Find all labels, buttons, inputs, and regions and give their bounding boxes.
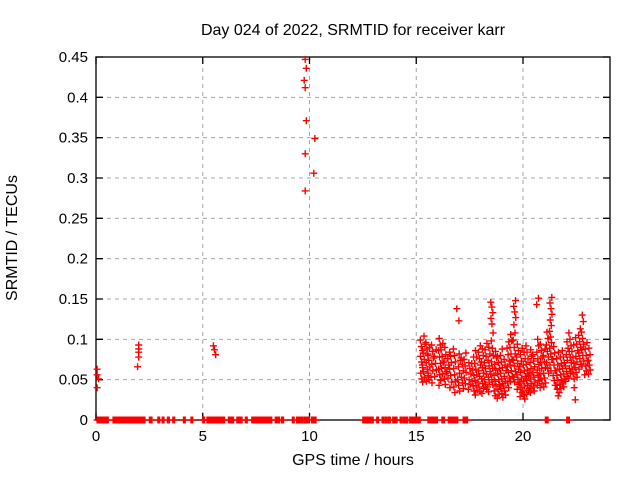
- gridlines: [99, 60, 607, 417]
- svg-text:0.05: 0.05: [59, 372, 88, 389]
- x-axis-label: GPS time / hours: [292, 452, 414, 469]
- tick-marks: [95, 56, 610, 421]
- svg-text:0: 0: [80, 412, 88, 429]
- data-points-srmtid: [93, 55, 594, 424]
- svg-text:0.45: 0.45: [59, 49, 88, 66]
- svg-text:0: 0: [92, 428, 100, 445]
- svg-text:0.3: 0.3: [67, 170, 88, 187]
- svg-text:10: 10: [301, 428, 318, 445]
- svg-text:0.35: 0.35: [59, 130, 88, 147]
- svg-text:20: 20: [515, 428, 532, 445]
- svg-text:5: 5: [199, 428, 207, 445]
- y-axis-label: SRMTID / TECUs: [4, 175, 21, 301]
- svg-text:0.25: 0.25: [59, 210, 88, 227]
- svg-text:0.1: 0.1: [67, 331, 88, 348]
- plot-border: [95, 56, 611, 421]
- chart-title: Day 024 of 2022, SRMTID for receiver kar…: [200, 22, 506, 39]
- svg-text:0.2: 0.2: [67, 251, 88, 268]
- svg-text:0.4: 0.4: [67, 89, 88, 106]
- tick-labels: 0 0.05 0.1 0.15 0.2 0.25 0.3 0.35 0.4 0.45 0 5 10 15 2…: [59, 49, 532, 445]
- svg-text:0.15: 0.15: [59, 291, 88, 308]
- svg-text:15: 15: [408, 428, 425, 445]
